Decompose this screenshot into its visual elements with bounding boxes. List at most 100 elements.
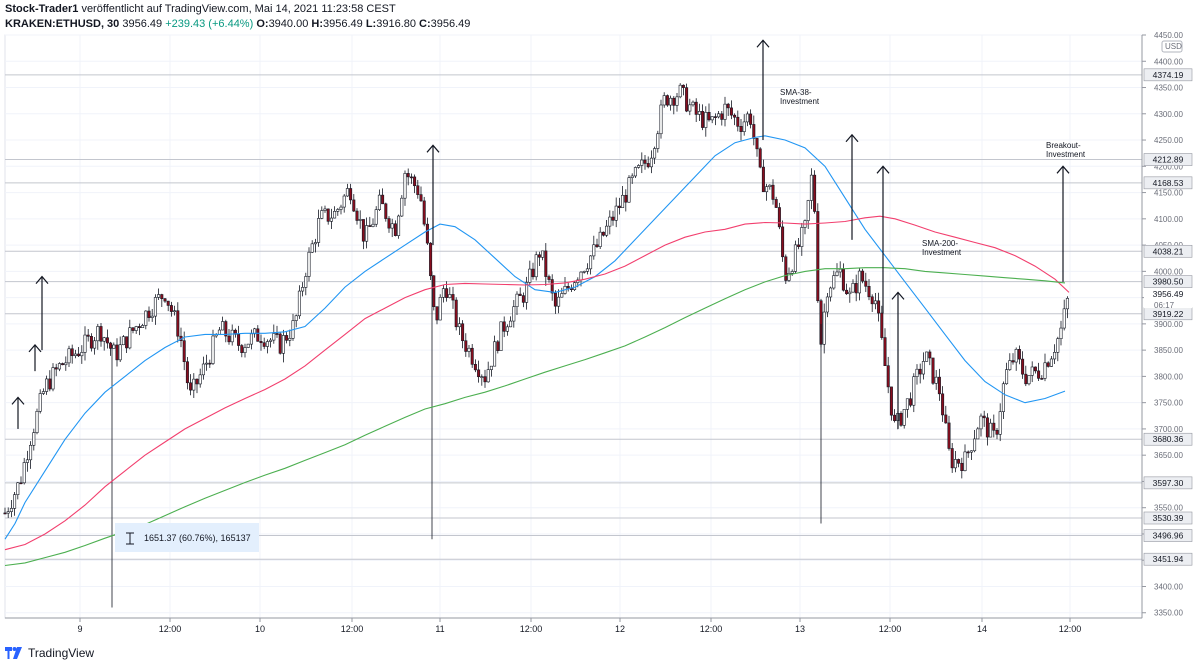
candle-body <box>777 207 781 228</box>
candle-body <box>1043 362 1047 379</box>
candle-body <box>720 113 724 120</box>
candle-body <box>99 326 103 342</box>
candle-body <box>221 321 225 331</box>
candle-body <box>560 293 564 298</box>
y-tick-label: 4100.00 <box>1154 215 1183 224</box>
candle-body <box>361 219 365 242</box>
currency-badge <box>1161 40 1183 53</box>
candle-body <box>144 310 148 326</box>
candle-body <box>925 351 929 362</box>
candle-body <box>54 367 58 370</box>
x-tick-label: 12:00 <box>341 624 364 634</box>
candle-body <box>627 177 631 203</box>
candle-body <box>966 451 970 454</box>
candle-body <box>35 411 39 433</box>
candle-body <box>1056 338 1060 353</box>
candle-body <box>950 448 954 469</box>
candle-body <box>918 368 922 375</box>
candle-body <box>9 508 13 512</box>
candle-body <box>393 223 397 236</box>
candle-body <box>3 512 7 515</box>
candle-body <box>541 250 545 258</box>
candle-body <box>1059 327 1063 340</box>
candle-body <box>249 333 253 345</box>
candle-body <box>800 227 804 247</box>
candle-body <box>153 297 157 317</box>
candle-body <box>835 271 839 276</box>
candle-body <box>733 114 737 118</box>
candle-body <box>665 95 669 106</box>
candle-body <box>198 374 202 385</box>
candle-body <box>912 376 916 406</box>
candle-body <box>745 113 749 123</box>
candle-body <box>729 107 733 116</box>
candle-body <box>105 337 109 344</box>
candle-body <box>422 200 426 225</box>
candle-body <box>121 336 125 346</box>
candle-body <box>742 121 746 132</box>
candle-body <box>224 321 228 337</box>
candle-body <box>816 211 820 302</box>
candle-body <box>749 113 753 125</box>
candle-body <box>512 306 516 322</box>
candle-body <box>25 459 29 463</box>
candle-body <box>861 270 865 282</box>
candle-body <box>877 300 881 314</box>
candle-body <box>710 116 714 121</box>
candle-body <box>953 459 957 469</box>
candle-body <box>873 300 877 305</box>
candle-body <box>358 219 362 221</box>
candle-body <box>1053 352 1057 360</box>
candle-body <box>70 348 74 357</box>
candle-body <box>557 296 561 307</box>
candle-body <box>89 336 93 349</box>
price-level-label: 3496.96 <box>1153 531 1184 541</box>
sma-line-1 <box>4 215 1070 551</box>
candle-body <box>579 271 583 281</box>
published-text: veröffentlicht auf TradingView.com, Mai … <box>81 3 396 15</box>
candle-body <box>941 393 945 416</box>
candle-body <box>739 126 743 132</box>
candle-body <box>445 288 449 298</box>
candle-body <box>397 215 401 236</box>
candle-body <box>310 243 314 253</box>
price-level-tag <box>1143 529 1193 542</box>
candle-body <box>499 321 503 351</box>
footer: TradingView <box>5 646 94 660</box>
candle-body <box>755 138 759 150</box>
price-level-label: 4374.19 <box>1153 70 1184 80</box>
candle-body <box>662 95 666 106</box>
candle-body <box>211 335 215 364</box>
price-level-tag <box>1143 476 1193 490</box>
candle-body <box>320 210 324 219</box>
candle-body <box>928 351 932 359</box>
candle-body <box>13 494 17 509</box>
candle-body <box>486 369 490 383</box>
candle-body <box>201 363 205 376</box>
candle-body <box>73 353 77 357</box>
candle-body <box>637 165 641 168</box>
candle-body <box>1011 360 1015 363</box>
candle-body <box>150 315 154 318</box>
y-tick-label: 4450.00 <box>1154 31 1183 40</box>
y-tick-label: 4350.00 <box>1154 84 1183 93</box>
x-tick-label: 12:00 <box>520 624 543 634</box>
candle-body <box>841 268 845 291</box>
candle-body <box>1065 298 1069 310</box>
candle-body <box>182 340 186 363</box>
candle-body <box>659 104 663 135</box>
candle-body <box>377 194 381 210</box>
candle-body <box>195 378 199 385</box>
candle-body <box>701 111 705 128</box>
candle-body <box>157 294 161 298</box>
candle-body <box>649 157 653 168</box>
candle-body <box>640 159 644 166</box>
candle-body <box>845 289 849 295</box>
candle-body <box>886 365 890 388</box>
countdown-label: 06:17 <box>1154 301 1175 310</box>
candle-body <box>349 188 353 201</box>
candle-body <box>51 367 55 390</box>
candle-body <box>262 342 266 347</box>
y-tick-label: 4000.00 <box>1154 267 1183 276</box>
